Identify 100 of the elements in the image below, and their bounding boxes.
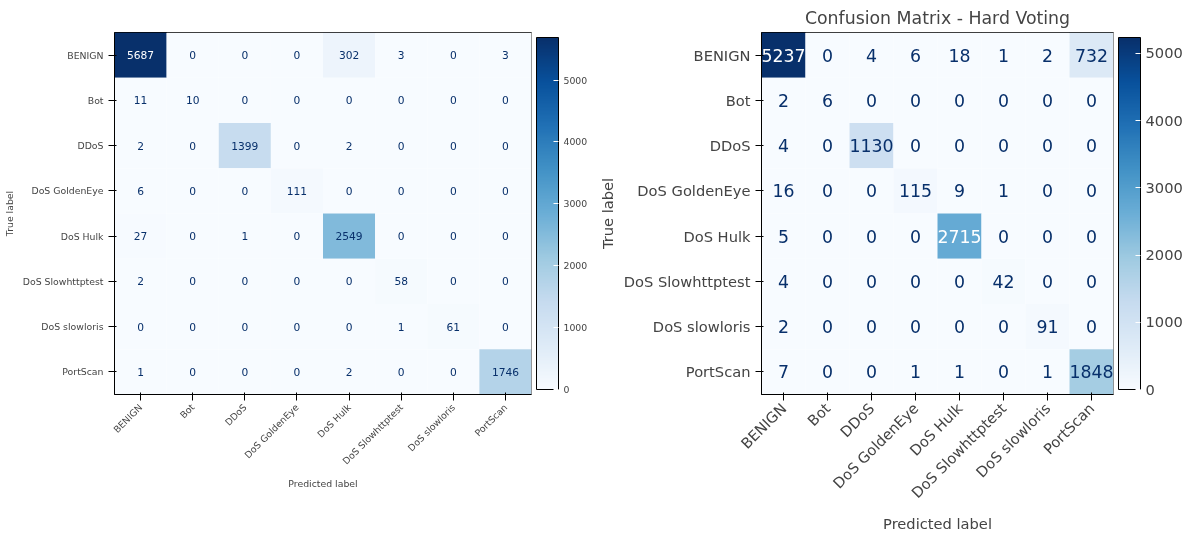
data-label: 0 [953, 271, 966, 292]
data-label: 0 [241, 49, 249, 63]
y-tick-label: BENIGN [693, 46, 751, 64]
data-label: 4 [865, 45, 878, 66]
y-tick-label: PortScan [62, 366, 104, 378]
data-label: 0 [502, 139, 510, 153]
data-label: 5 [777, 226, 790, 247]
data-label: 0 [1041, 226, 1054, 247]
data-label: 0 [397, 94, 405, 108]
data-label: 0 [997, 90, 1010, 111]
color-bar-label: 1000 [1145, 313, 1183, 331]
data-label: 0 [449, 230, 457, 244]
color-bar-label: 1000 [563, 322, 588, 334]
x-axis-title: Predicted label [288, 478, 358, 490]
data-label: 0 [502, 275, 510, 289]
color-bar-label: 4000 [1145, 111, 1183, 129]
data-label: 6 [909, 45, 922, 66]
data-label: 2715 [937, 226, 982, 247]
data-label: 0 [502, 230, 510, 244]
data-label: 0 [821, 317, 834, 338]
data-label: 2 [777, 90, 790, 111]
y-tick-label: DoS slowloris [41, 321, 104, 333]
data-label: 0 [821, 136, 834, 157]
data-label: 58 [394, 275, 409, 289]
data-label: 0 [865, 181, 878, 202]
color-bar-label: 4000 [563, 136, 588, 148]
data-label: 1 [137, 365, 144, 379]
data-label: 0 [241, 184, 249, 198]
data-label: 0 [865, 226, 878, 247]
y-tick-label: DDoS [77, 140, 104, 152]
data-label: 0 [1041, 90, 1054, 111]
y-axis-title: True label [598, 177, 616, 251]
data-label: 2 [345, 139, 353, 153]
color-bar-label: 5000 [1145, 44, 1183, 62]
y-tick-label: DoS Slowhttptest [623, 272, 751, 290]
data-label: 0 [997, 136, 1010, 157]
color-bar-label: 5000 [563, 74, 588, 86]
data-label: 1 [997, 45, 1010, 66]
color-bar-label: 3000 [563, 198, 588, 210]
data-label: 0 [1085, 317, 1098, 338]
data-label: 4 [777, 271, 790, 292]
data-label: 0 [997, 226, 1010, 247]
color-bar-label: 2000 [1145, 246, 1183, 264]
data-label: 0 [1085, 136, 1098, 157]
data-label: 18 [948, 45, 971, 66]
x-tick-label: Bot [177, 401, 197, 421]
y-tick-label: Bot [87, 94, 104, 106]
data-label: 1130 [849, 136, 894, 157]
y-tick-label: DoS Slowhttptest [22, 275, 104, 287]
data-label: 11 [133, 94, 148, 108]
data-label: 4 [777, 136, 790, 157]
y-tick-label: DoS slowloris [652, 318, 751, 336]
data-label: 0 [345, 320, 353, 334]
data-label: 0 [909, 226, 922, 247]
data-label: 0 [821, 226, 834, 247]
data-label: 0 [293, 365, 301, 379]
data-label: 0 [397, 139, 405, 153]
color-bar-label: 0 [1145, 380, 1155, 398]
data-label: 0 [345, 94, 353, 108]
data-label: 1 [1041, 362, 1054, 383]
data-label: 0 [293, 230, 301, 244]
data-label: 0 [1085, 90, 1098, 111]
data-label: 0 [241, 275, 249, 289]
data-label: 0 [293, 94, 301, 108]
data-label: 0 [997, 317, 1010, 338]
data-label: 3 [397, 49, 405, 63]
data-label: 0 [1085, 181, 1098, 202]
data-label: 0 [865, 90, 878, 111]
data-label: 0 [502, 184, 510, 198]
data-label: 0 [502, 320, 510, 334]
y-tick-label: PortScan [685, 363, 751, 381]
color-bar-label: 0 [563, 384, 570, 395]
data-label: 2 [137, 139, 144, 153]
data-label: 0 [865, 317, 878, 338]
data-label: 0 [1041, 181, 1054, 202]
data-label: 0 [997, 362, 1010, 383]
data-label: 0 [293, 320, 301, 334]
data-label: 0 [821, 271, 834, 292]
data-label: 0 [241, 320, 249, 334]
color-bar-label: 3000 [1145, 178, 1183, 196]
data-label: 0 [821, 362, 834, 383]
data-label: 1 [397, 320, 405, 334]
data-label: 302 [338, 49, 360, 63]
data-label: 0 [189, 365, 197, 379]
data-label: 9 [953, 181, 966, 202]
x-tick-label: Bot [803, 399, 834, 430]
data-label: 0 [865, 362, 878, 383]
data-label: 0 [449, 49, 457, 63]
y-tick-label: BENIGN [67, 49, 104, 61]
data-label: 0 [397, 230, 405, 244]
data-label: 0 [137, 320, 145, 334]
data-label: 0 [345, 275, 353, 289]
data-label: 2 [777, 317, 790, 338]
data-label: 16 [772, 181, 795, 202]
data-label: 61 [446, 320, 461, 334]
data-label: 0 [1085, 271, 1098, 292]
data-label: 0 [449, 184, 457, 198]
y-tick-label: Bot [725, 91, 751, 109]
data-label: 0 [909, 90, 922, 111]
data-label: 0 [821, 181, 834, 202]
